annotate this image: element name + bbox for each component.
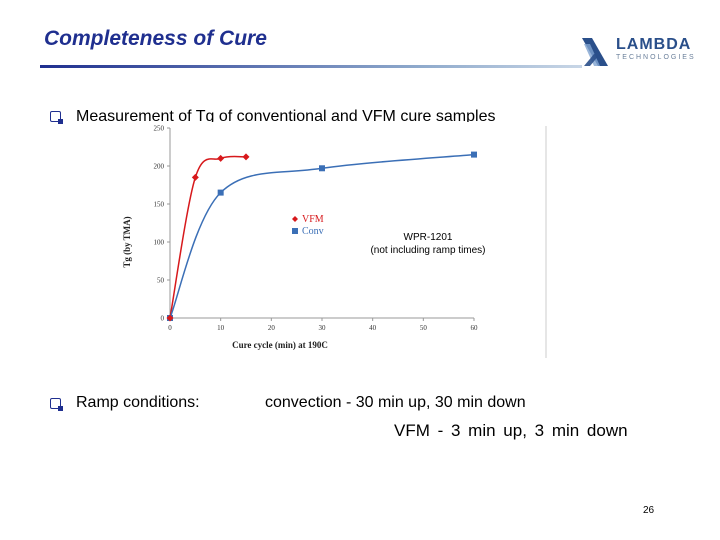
chart-background — [112, 122, 548, 360]
x-tick-label: 0 — [168, 324, 172, 332]
legend-conv-label: Conv — [302, 226, 324, 237]
x-axis-title: Cure cycle (min) at 190C — [232, 340, 328, 350]
y-tick-label: 50 — [157, 277, 165, 285]
logo-subtitle: TECHNOLOGIES — [616, 54, 696, 61]
ramp-conditions-label: Ramp conditions: — [76, 394, 200, 411]
legend-vfm-marker — [292, 216, 298, 222]
y-tick-label: 200 — [154, 163, 165, 171]
y-tick-label: 100 — [154, 239, 165, 247]
legend-conv-marker — [292, 228, 298, 234]
conv-data-point — [319, 165, 325, 172]
ramp-convection-text: convection - 30 min up, 30 min down — [265, 394, 526, 411]
vfm-series-line — [169, 155, 247, 319]
annotation-line-2: (not including ramp times) — [370, 245, 485, 256]
bullet-icon — [50, 111, 63, 124]
y-axis-title: Tg (by TMA) — [122, 216, 132, 267]
annotation-line-1: WPR-1201 — [404, 232, 453, 243]
ramp-vfm-text: VFM - 3 min up, 3 min down — [394, 421, 628, 440]
x-tick-label: 20 — [268, 324, 276, 332]
tg-chart: 0 10 20 30 40 50 60 0 50 100 150 200 250 Tg (by TMA)… — [112, 122, 548, 360]
vfm-data-point — [217, 154, 225, 162]
conv-series-line — [169, 153, 475, 319]
title-rule — [40, 65, 582, 68]
conv-data-point — [217, 189, 224, 196]
company-logo: LAMBDA TECHNOLOGIES — [578, 34, 694, 74]
logo-word: LAMBDA — [616, 36, 692, 53]
vfm-data-point — [242, 153, 250, 161]
lambda-logo-icon — [582, 38, 608, 66]
x-tick-label: 40 — [369, 324, 377, 332]
conv-data-point — [471, 151, 477, 158]
vfm-data-point — [191, 173, 199, 181]
page-number: 26 — [643, 505, 655, 516]
vfm-data-point — [166, 314, 174, 322]
slide-title: Completeness of Cure — [44, 27, 267, 50]
x-tick-label: 10 — [217, 324, 225, 332]
y-tick-label: 150 — [154, 201, 165, 209]
x-tick-label: 50 — [420, 324, 428, 332]
measurement-bullet: Measurement of Tg of conventional and VF… — [76, 108, 496, 125]
tg-chart-svg: 0 10 20 30 40 50 60 0 50 100 150 200 250 Tg (by TMA)… — [112, 122, 548, 360]
x-tick-label: 30 — [319, 324, 327, 332]
legend-vfm-label: VFM — [302, 214, 324, 225]
y-tick-label: 250 — [154, 125, 165, 133]
y-tick-label: 0 — [161, 315, 165, 323]
bullet-icon — [50, 398, 63, 411]
chart-legend: VFM Conv — [292, 214, 324, 237]
x-tick-label: 60 — [471, 324, 479, 332]
